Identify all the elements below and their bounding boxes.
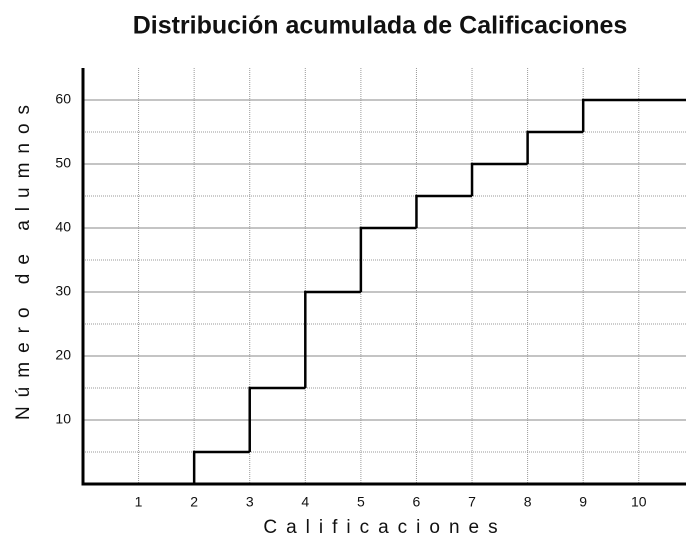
x-tick-label: 1 <box>135 494 143 510</box>
x-tick-label: 2 <box>190 494 198 510</box>
y-tick-label: 50 <box>55 155 71 171</box>
step-segment <box>192 450 250 484</box>
x-tick-label: 9 <box>579 494 587 510</box>
step-segment <box>581 98 686 132</box>
chart-title: Distribución acumulada de Calificaciones <box>133 12 628 40</box>
x-tick-label: 7 <box>468 494 476 510</box>
y-tick-label: 60 <box>55 91 71 107</box>
x-tick-label: 5 <box>357 494 365 510</box>
x-tick-label: 3 <box>246 494 254 510</box>
step-segment <box>359 226 417 292</box>
x-tick-label: 4 <box>301 494 309 510</box>
x-tick-label: 10 <box>631 494 647 510</box>
y-tick-label: 20 <box>55 347 71 363</box>
x-tick-label: 6 <box>413 494 421 510</box>
step-segment <box>304 290 361 388</box>
step-segment <box>415 194 473 228</box>
y-tick-label: 40 <box>55 219 71 235</box>
step-segment <box>248 386 306 452</box>
x-tick-label: 8 <box>524 494 532 510</box>
x-axis-label: Calificaciones <box>263 517 506 538</box>
step-segment <box>470 162 528 196</box>
y-axis-label: Número de alumnos <box>13 96 34 420</box>
step-segment <box>526 130 584 164</box>
y-tick-label: 30 <box>55 283 71 299</box>
y-tick-label: 10 <box>55 411 71 427</box>
